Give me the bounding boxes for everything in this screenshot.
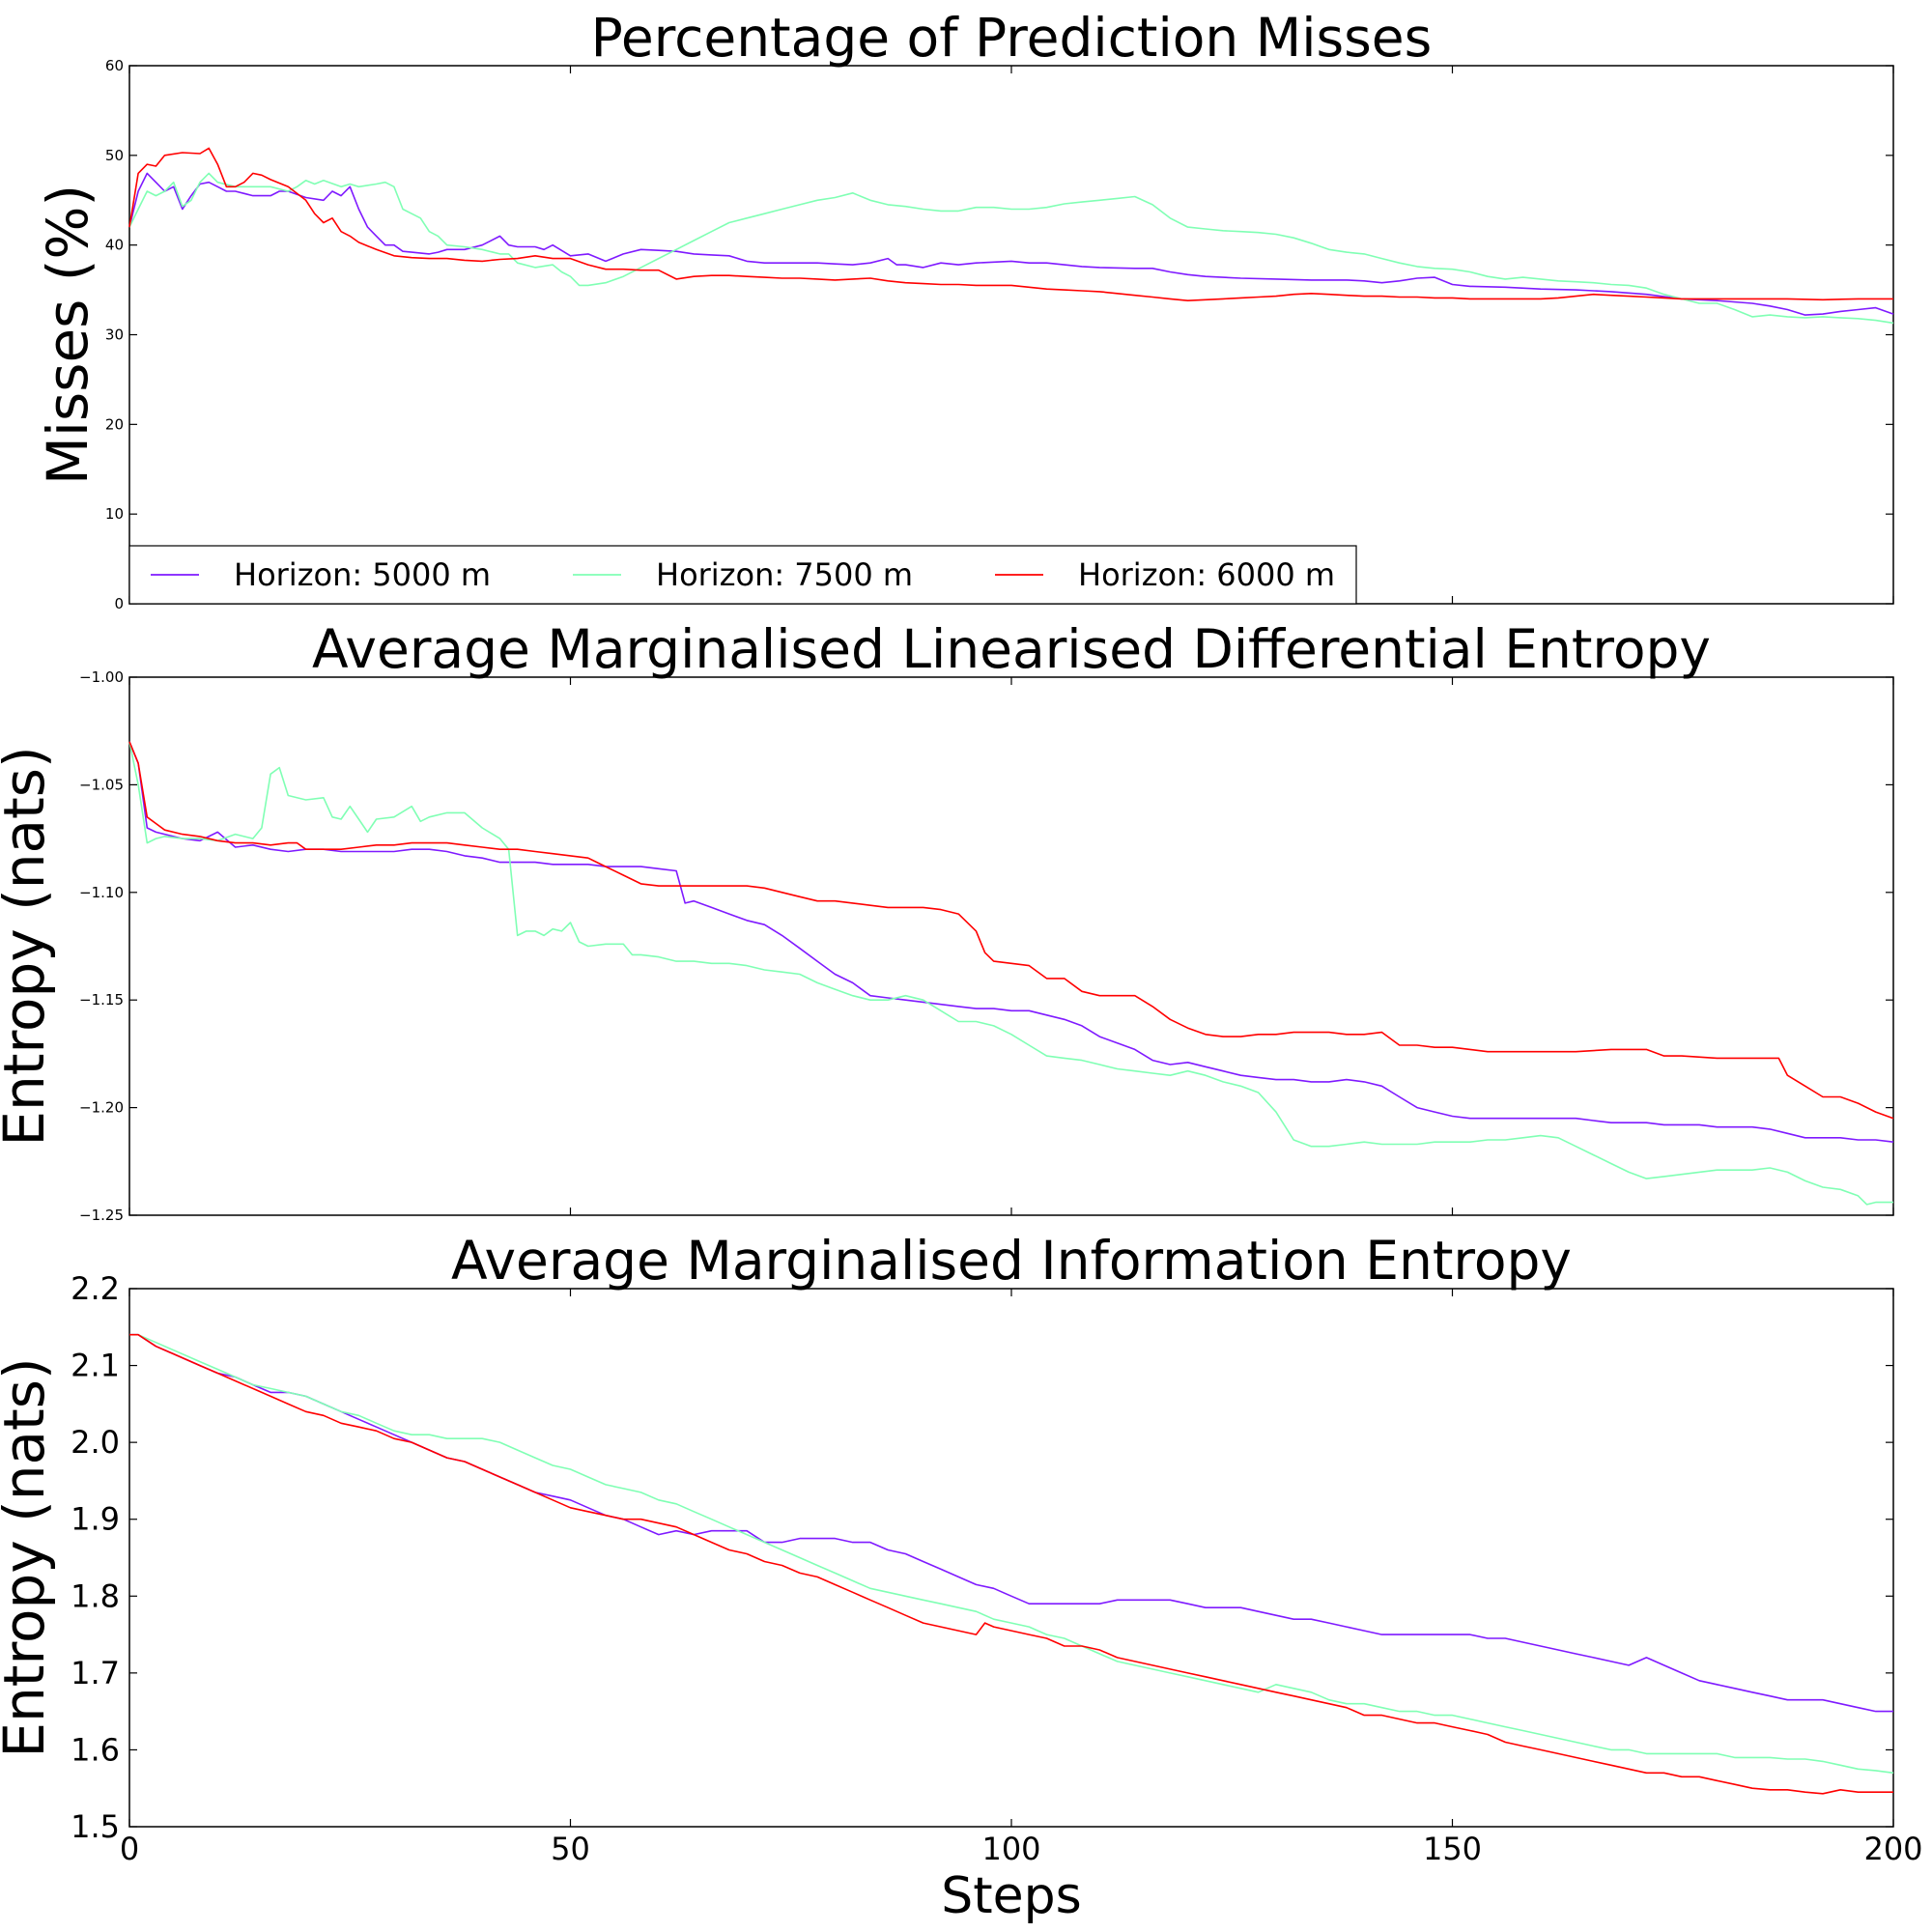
legend-entry: Horizon: 6000 m	[1078, 556, 1335, 593]
information-entropy-panel: 1.5 1.6 1.7 1.8 1.9 2.0 2.1 2.2 0 50 100 150 200 Aver…	[0, 1230, 1923, 1925]
misses-panel: 0 10 20 30 40 50 60 Percentage of Prediction Mi…	[35, 7, 1894, 612]
chart-title: Average Marginalised Information Entropy	[451, 1230, 1572, 1292]
y-tick-label: 2.2	[71, 1270, 120, 1307]
legend-box	[128, 545, 1357, 605]
y-tick-label: −1.25	[79, 1207, 124, 1224]
legend-entry: Horizon: 5000 m	[234, 556, 491, 593]
series-line	[128, 147, 1893, 301]
x-tick-label: 200	[1863, 1831, 1922, 1867]
y-tick-label: 2.1	[71, 1348, 120, 1384]
x-tick-label: 100	[981, 1831, 1040, 1867]
x-tick-label: 0	[120, 1831, 139, 1867]
y-tick-label: 1.9	[71, 1501, 120, 1538]
y-tick-label: 40	[105, 237, 124, 254]
y-tick-label: 20	[105, 415, 124, 433]
y-tick-label: −1.10	[79, 884, 124, 901]
plot-frame	[128, 676, 1894, 1216]
x-axis-label: Steps	[941, 1867, 1082, 1925]
y-tick-label: 1.8	[71, 1577, 120, 1614]
series-line	[129, 1333, 1894, 1775]
series-line	[128, 172, 1894, 316]
plot-frame	[128, 1288, 1894, 1828]
differential-entropy-panel: −1.25 −1.20 −1.15 −1.10 −1.05 −1.00 Average Ma…	[0, 618, 1894, 1224]
series-line	[128, 741, 1893, 1206]
y-tick-label: 60	[105, 57, 124, 74]
series-line	[128, 172, 1894, 325]
legend-entry: Horizon: 7500 m	[656, 556, 913, 593]
y-tick-label: 0	[114, 595, 124, 612]
y-tick-label: 10	[105, 505, 124, 523]
y-axis-label: Entropy (nats)	[0, 1357, 57, 1757]
series-line	[128, 741, 1894, 1143]
chart-title: Percentage of Prediction Misses	[591, 7, 1433, 69]
y-tick-label: 1.7	[71, 1655, 120, 1691]
y-tick-label: 50	[105, 147, 124, 164]
y-axis-label: Entropy (nats)	[0, 746, 57, 1146]
y-tick-label: −1.00	[79, 668, 124, 686]
series-line	[129, 1333, 1893, 1795]
y-tick-label: 2.0	[71, 1424, 120, 1461]
x-tick-label: 150	[1423, 1831, 1482, 1867]
legend: Horizon: 5000 m Horizon: 7500 m Horizon: 6…	[128, 545, 1357, 605]
y-tick-label: −1.20	[79, 1099, 124, 1117]
plot-frame	[128, 65, 1894, 605]
y-axis-label: Misses (%)	[35, 185, 100, 485]
y-tick-label: −1.05	[79, 776, 124, 793]
chart-title: Average Marginalised Linearised Differen…	[312, 618, 1711, 680]
x-tick-label: 50	[551, 1831, 590, 1867]
y-tick-label: 30	[105, 327, 124, 344]
y-tick-label: 1.5	[71, 1808, 120, 1845]
y-tick-label: −1.15	[79, 991, 124, 1009]
y-tick-label: 1.6	[71, 1731, 120, 1768]
series-line	[128, 741, 1894, 1120]
